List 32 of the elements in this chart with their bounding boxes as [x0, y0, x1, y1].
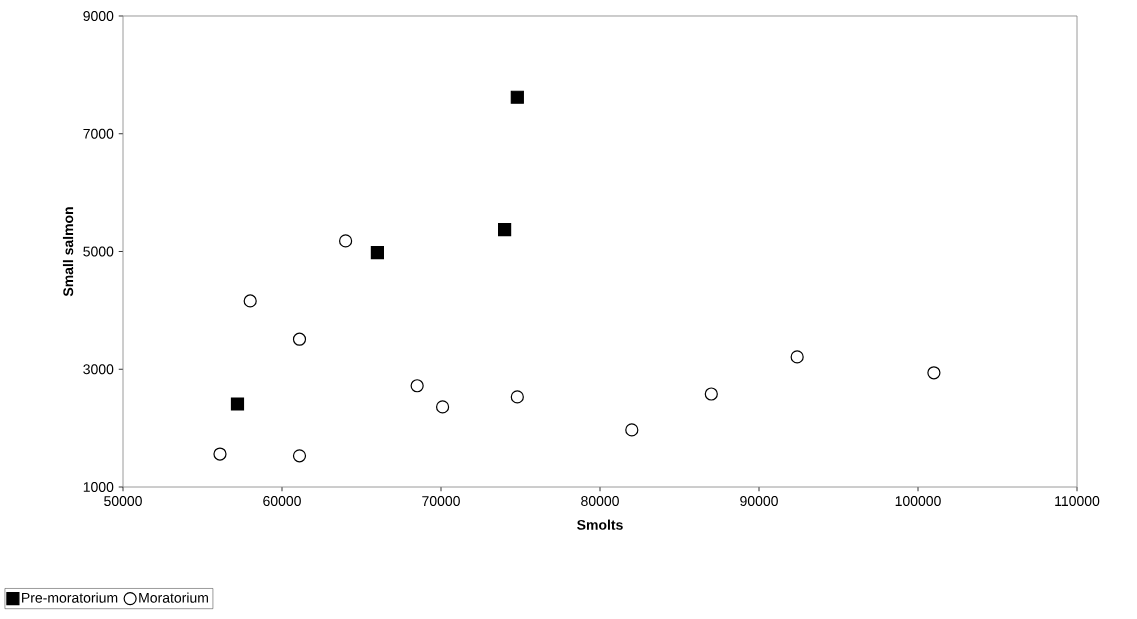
point	[410, 379, 424, 393]
point	[790, 350, 804, 364]
x-tick-label: 80000	[581, 496, 619, 507]
legend-label: Moratorium	[139, 592, 208, 603]
y-tick-label: 1000	[83, 482, 114, 492]
point	[292, 449, 307, 463]
y-tick-label: 9000	[83, 11, 114, 21]
point	[510, 390, 524, 404]
point	[230, 397, 245, 411]
x-tick-label: 50000	[104, 496, 142, 507]
point	[927, 366, 941, 380]
y-tick-label: 5000	[83, 246, 114, 257]
point	[510, 90, 524, 104]
x-tick-label: 90000	[740, 496, 778, 507]
x-axis-title: Smolts	[577, 519, 623, 530]
x-tick-label: 60000	[263, 496, 301, 507]
point	[370, 246, 384, 260]
point	[704, 387, 718, 401]
point	[625, 423, 639, 437]
y-tick-label: 7000	[83, 128, 114, 139]
x-tick-label: 70000	[422, 496, 460, 507]
y-axis-title: Small salmon	[62, 207, 74, 297]
point	[435, 400, 450, 414]
point	[339, 234, 353, 248]
x-tick-label: 110000	[1055, 496, 1100, 507]
x-tick-label: 100000	[895, 496, 941, 507]
point	[498, 223, 512, 237]
y-tick-label: 3000	[83, 364, 114, 375]
point	[243, 294, 257, 308]
legend-label: Pre-moratorium	[22, 592, 118, 603]
point	[213, 447, 227, 461]
point	[292, 332, 307, 346]
